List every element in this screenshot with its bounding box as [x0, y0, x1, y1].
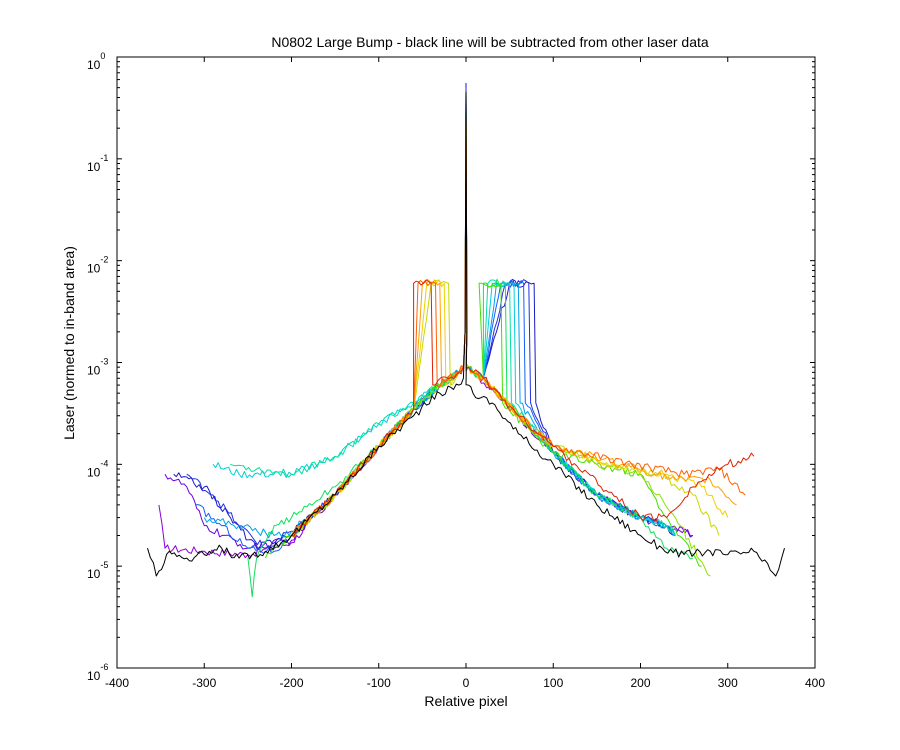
y-tick-label: 10-3: [87, 357, 108, 378]
series-line: [291, 109, 746, 538]
x-tick-label: 400: [805, 676, 825, 690]
y-axis: 100 10-1 10-2 10-3 10-4 10-5 10-6: [87, 51, 815, 683]
y-tick-label: 10-2: [87, 255, 108, 276]
series-line: [203, 97, 676, 539]
series-layer: [147, 82, 785, 598]
x-tick-label: -100: [367, 676, 391, 690]
y-tick-label: 10-5: [87, 560, 108, 581]
y-tick-label: 10-6: [87, 662, 108, 683]
x-tick-label: 0: [463, 676, 470, 690]
y-axis-label: Laser (normed to in-band area): [61, 246, 77, 440]
x-tick-label: -200: [279, 676, 303, 690]
x-axis: -400 -300 -200 -100 0 100 200 300 400: [105, 57, 825, 690]
y-tick-label: 100: [87, 51, 105, 72]
x-tick-label: 300: [718, 676, 738, 690]
series-line: [147, 91, 785, 577]
x-tick-label: -300: [192, 676, 216, 690]
x-tick-label: 200: [630, 676, 650, 690]
x-tick-label: 100: [543, 676, 563, 690]
x-tick-label: -400: [105, 676, 129, 690]
y-tick-label: 10-1: [87, 153, 108, 174]
chart-title: N0802 Large Bump - black line will be su…: [271, 34, 709, 50]
y-tick-label: 10-4: [87, 458, 108, 479]
x-axis-label: Relative pixel: [424, 693, 507, 709]
